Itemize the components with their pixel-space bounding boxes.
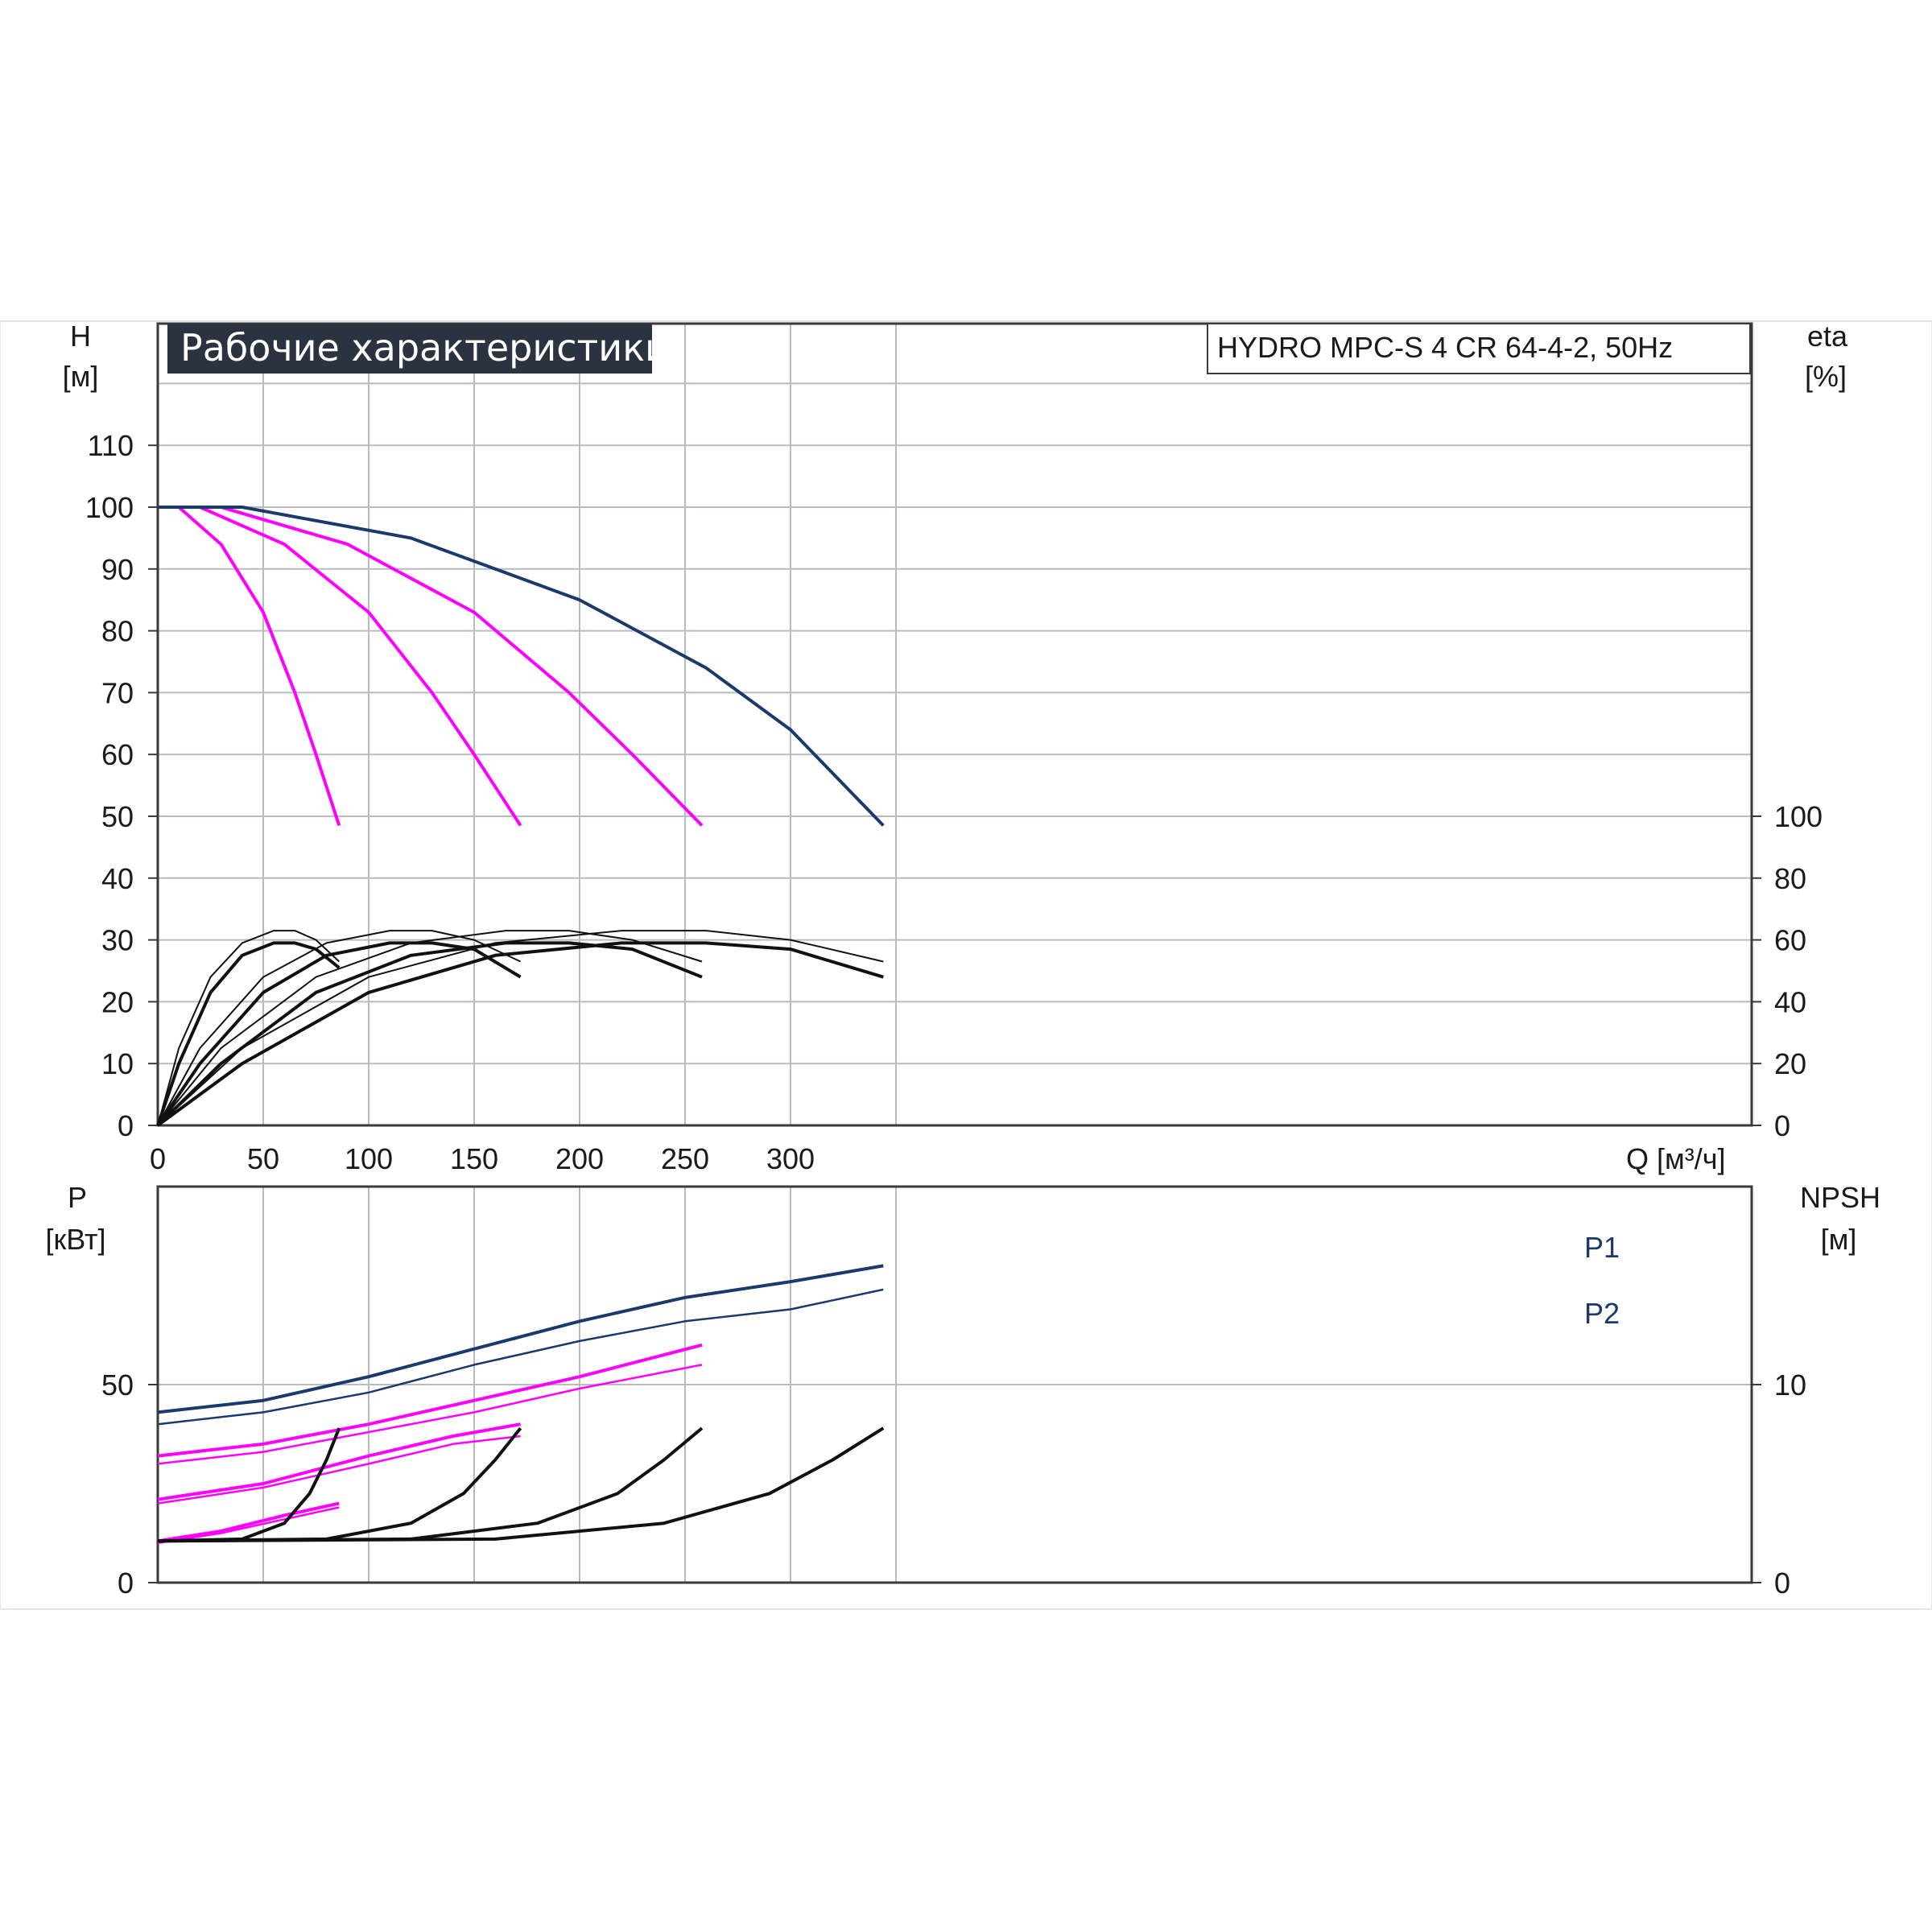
efficiency-curve-2-pumps-eta_pump — [157, 930, 522, 1126]
npsh-axis-unit: [м] — [1821, 1223, 1857, 1256]
y-right-tick-label: 20 — [1774, 1047, 1806, 1080]
npsh-curve-4-pumps — [157, 1426, 885, 1543]
x-tick-label: 200 — [555, 1142, 604, 1175]
y-right-tick-label: 40 — [1774, 985, 1806, 1018]
x-axis-label: Q [м³/ч] — [1626, 1142, 1726, 1175]
power-curve-3-pumps-P2 — [157, 1364, 703, 1465]
tick-labels: 0 50 100 150 200 250 3000102030405060708090100… — [85, 429, 1823, 1600]
power-tick-label: 0 — [118, 1567, 134, 1600]
chart-title: Рабочие характеристики — [180, 326, 669, 369]
x-tick-label: 50 — [247, 1142, 279, 1175]
y-left-tick-label: 20 — [101, 985, 134, 1018]
power-axis-unit: [кВт] — [45, 1223, 105, 1256]
efficiency-curve-3-pumps-eta_total — [156, 941, 703, 1127]
y-left-tick-label: 40 — [101, 862, 134, 895]
series-label-p1: P1 — [1584, 1231, 1620, 1264]
y-left-name: H — [70, 320, 91, 353]
power-curve-1-pumps-P2 — [157, 1506, 340, 1545]
y-left-tick-label: 80 — [101, 615, 134, 648]
power-curve-4-pumps-P1 — [157, 1264, 884, 1414]
head-curve-4-pumps — [158, 506, 885, 827]
y-left-tick-label: 90 — [101, 553, 134, 586]
power-curve-2-pumps-P1 — [157, 1422, 521, 1501]
y-left-tick-label: 100 — [85, 491, 134, 524]
efficiency-curve-4-pumps-eta_total — [156, 941, 884, 1127]
y-right-tick-label: 100 — [1774, 800, 1823, 833]
power-curve-4-pumps-P2 — [157, 1288, 884, 1426]
y-left-tick-label: 10 — [101, 1047, 134, 1080]
power-curve-1-pumps-P1 — [157, 1501, 340, 1543]
x-tick-label: 150 — [450, 1142, 498, 1175]
model-box — [1207, 323, 1751, 374]
npsh-tick-label: 0 — [1774, 1567, 1790, 1600]
curves — [156, 506, 885, 1545]
efficiency-curve-1-pumps-eta_pump — [157, 930, 340, 1126]
y-left-tick-label: 110 — [88, 429, 134, 462]
x-tick-label: 250 — [661, 1142, 709, 1175]
title-box — [167, 324, 652, 374]
y-left-tick-label: 30 — [101, 924, 134, 957]
y-right-tick-label: 80 — [1774, 862, 1806, 895]
y-left-tick-label: 60 — [101, 738, 134, 771]
y-left-unit: [м] — [63, 360, 99, 393]
power-curve-3-pumps-P1 — [157, 1343, 703, 1458]
y-left-tick-label: 50 — [101, 800, 134, 833]
efficiency-curve-3-pumps-eta_pump — [157, 930, 703, 1126]
npsh-tick-label: 10 — [1774, 1368, 1806, 1402]
model-label: HYDRO MPC-S 4 CR 64-4-2, 50Hz — [1217, 331, 1673, 364]
y-right-tick-label: 0 — [1774, 1109, 1790, 1142]
y-left-tick-label: 0 — [118, 1109, 134, 1142]
npsh-axis-name: NPSH — [1800, 1181, 1880, 1214]
efficiency-curve-4-pumps-eta_pump — [157, 930, 884, 1126]
y-right-unit: [%] — [1805, 360, 1847, 393]
x-tick-label: 300 — [766, 1142, 815, 1175]
y-right-tick-label: 60 — [1774, 924, 1806, 957]
power-axis-name: P — [68, 1181, 87, 1214]
x-tick-label: 100 — [345, 1142, 393, 1175]
x-tick-label: 0 — [150, 1142, 166, 1175]
series-label-p2: P2 — [1584, 1297, 1620, 1330]
y-right-name: eta — [1807, 320, 1848, 353]
power-tick-label: 50 — [101, 1368, 134, 1402]
y-left-tick-label: 70 — [101, 676, 134, 709]
top-plot-frame — [156, 322, 1753, 1127]
power-curve-2-pumps-P2 — [157, 1435, 521, 1505]
efficiency-curve-1-pumps-eta_total — [156, 941, 341, 1126]
